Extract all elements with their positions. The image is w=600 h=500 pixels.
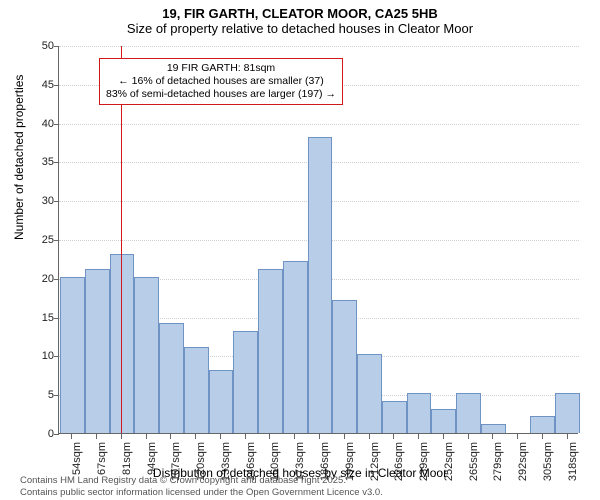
xtick-mark — [344, 434, 345, 439]
ytick-label: 35 — [26, 156, 54, 168]
xtick-mark — [269, 434, 270, 439]
bar — [431, 409, 456, 433]
bar — [233, 331, 258, 433]
annotation-box: 19 FIR GARTH: 81sqm← 16% of detached hou… — [99, 58, 343, 105]
bar — [308, 137, 333, 433]
xtick-mark — [220, 434, 221, 439]
xtick-mark — [567, 434, 568, 439]
xtick-mark — [468, 434, 469, 439]
ytick-mark — [54, 85, 59, 86]
ytick-label: 30 — [26, 195, 54, 207]
chart-title: 19, FIR GARTH, CLEATOR MOOR, CA25 5HB — [0, 6, 600, 21]
ytick-label: 50 — [26, 40, 54, 52]
ytick-mark — [54, 240, 59, 241]
annotation-line: ← 16% of detached houses are smaller (37… — [106, 75, 336, 88]
bar — [209, 370, 234, 433]
ytick-mark — [54, 46, 59, 47]
xtick-mark — [121, 434, 122, 439]
xtick-mark — [542, 434, 543, 439]
ytick-mark — [54, 356, 59, 357]
xtick-mark — [71, 434, 72, 439]
xtick-mark — [492, 434, 493, 439]
ytick-mark — [54, 434, 59, 435]
xtick-mark — [393, 434, 394, 439]
xtick-mark — [195, 434, 196, 439]
bar — [530, 416, 555, 433]
annotation-line: 19 FIR GARTH: 81sqm — [106, 62, 336, 75]
ytick-mark — [54, 279, 59, 280]
ytick-label: 0 — [26, 428, 54, 440]
bar — [481, 424, 506, 433]
ytick-label: 10 — [26, 350, 54, 362]
chart-area: 0510152025303540455054sqm67sqm81sqm94sqm… — [58, 46, 578, 434]
bar — [283, 261, 308, 433]
y-axis-label: Number of detached properties — [12, 75, 26, 240]
xtick-mark — [96, 434, 97, 439]
footer-line2: Contains public sector information licen… — [20, 487, 383, 498]
plot-area: 0510152025303540455054sqm67sqm81sqm94sqm… — [58, 46, 578, 434]
xtick-mark — [146, 434, 147, 439]
bar — [357, 354, 382, 433]
xtick-mark — [369, 434, 370, 439]
ytick-mark — [54, 318, 59, 319]
chart-subtitle: Size of property relative to detached ho… — [0, 21, 600, 36]
gridline — [59, 124, 579, 125]
xtick-mark — [517, 434, 518, 439]
bar — [555, 393, 580, 433]
bar — [60, 277, 85, 433]
bar — [258, 269, 283, 433]
xtick-mark — [443, 434, 444, 439]
ytick-mark — [54, 124, 59, 125]
ytick-mark — [54, 201, 59, 202]
xtick-mark — [319, 434, 320, 439]
xtick-mark — [294, 434, 295, 439]
ytick-mark — [54, 162, 59, 163]
bar — [159, 323, 184, 433]
bar — [184, 347, 209, 433]
bar — [456, 393, 481, 433]
bar — [332, 300, 357, 433]
ytick-label: 15 — [26, 312, 54, 324]
ytick-label: 5 — [26, 389, 54, 401]
bar — [134, 277, 159, 433]
ytick-mark — [54, 395, 59, 396]
footer-line1: Contains HM Land Registry data © Crown c… — [20, 475, 383, 486]
xtick-mark — [170, 434, 171, 439]
xtick-mark — [245, 434, 246, 439]
ytick-label: 40 — [26, 118, 54, 130]
ytick-label: 20 — [26, 273, 54, 285]
annotation-line: 83% of semi-detached houses are larger (… — [106, 88, 336, 101]
bar — [407, 393, 432, 433]
bar — [382, 401, 407, 433]
ytick-label: 45 — [26, 79, 54, 91]
footer-attribution: Contains HM Land Registry data © Crown c… — [20, 475, 383, 498]
ytick-label: 25 — [26, 234, 54, 246]
gridline — [59, 46, 579, 47]
xtick-mark — [418, 434, 419, 439]
bar — [85, 269, 110, 433]
